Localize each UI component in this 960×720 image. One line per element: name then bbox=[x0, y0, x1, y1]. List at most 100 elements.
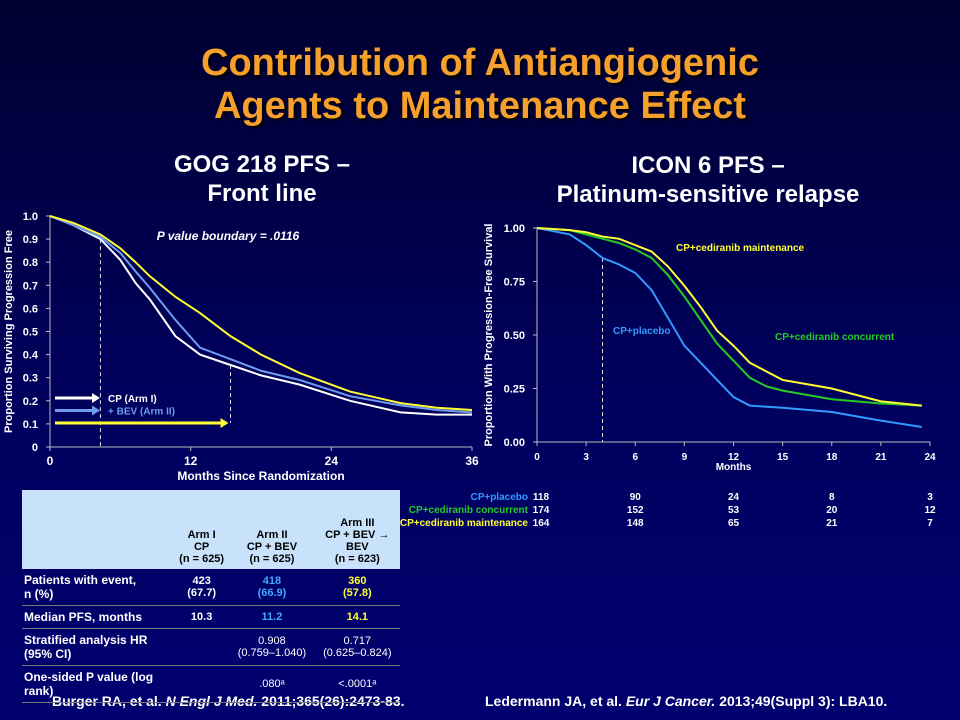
table-row: Stratified analysis HR (95% CI) 0.908 (0.… bbox=[22, 628, 400, 666]
y-tick-label: 0.7 bbox=[23, 280, 38, 292]
citation-part: 2013;49(Suppl 3): LBA10. bbox=[715, 693, 887, 709]
table-cell: 14.1 bbox=[314, 605, 400, 629]
y-tick-label: 0.1 bbox=[23, 419, 38, 431]
y-tick-label: 0.4 bbox=[23, 350, 39, 362]
header-line: (n = 623) bbox=[334, 553, 380, 565]
row-label: One-sided P value (log rank) bbox=[22, 665, 174, 703]
x-tick-label: 6 bbox=[632, 452, 638, 463]
at-risk-count: 12 bbox=[924, 505, 936, 516]
row-label: Patients with event, n (%) bbox=[22, 569, 174, 606]
row-label: Stratified analysis HR (95% CI) bbox=[22, 628, 174, 666]
slide-title: Contribution of Antiangiogenic bbox=[201, 42, 759, 84]
at-risk-name: CP+placebo bbox=[470, 492, 528, 503]
row-label: Median PFS, months bbox=[22, 605, 174, 629]
table-row: Median PFS, months 10.3 11.2 14.1 bbox=[22, 605, 400, 629]
x-tick-label: 9 bbox=[682, 452, 688, 463]
series-label: CP+cediranib concurrent bbox=[775, 332, 895, 343]
x-tick-label: 3 bbox=[583, 452, 589, 463]
chart-title: Front line bbox=[207, 180, 316, 207]
header-line: CP + BEV bbox=[246, 541, 298, 553]
table-cell: <.0001ᵃ bbox=[314, 665, 400, 703]
header-line: CP + BEV → bbox=[325, 529, 390, 541]
x-tick-label: 36 bbox=[465, 454, 479, 468]
km-curve bbox=[536, 227, 922, 407]
y-tick-label: 0.8 bbox=[23, 257, 38, 269]
chart-title: Platinum-sensitive relapse bbox=[557, 181, 860, 208]
x-tick-label: 24 bbox=[924, 452, 936, 463]
y-axis-label: Proportion Surviving Progression Free bbox=[3, 230, 15, 433]
header-line: (n = 625) bbox=[249, 553, 295, 565]
column-header: Arm I CP (n = 625) bbox=[174, 490, 230, 569]
km-curve bbox=[536, 227, 922, 429]
header-line: Arm II bbox=[256, 529, 288, 541]
y-axis-label: Proportion With Progression-Free Surviva… bbox=[483, 224, 495, 447]
series-label: CP+placebo bbox=[613, 326, 671, 337]
y-tick-label: 0.9 bbox=[23, 234, 38, 246]
y-tick-label: 0 bbox=[32, 442, 38, 454]
at-risk-count: 8 bbox=[829, 492, 835, 503]
table-cell: .080ᵃ bbox=[229, 665, 315, 703]
table-cell: 0.717 (0.625–0.824) bbox=[314, 628, 400, 666]
citation: Ledermann JA, et al. Eur J Cancer. 2013;… bbox=[485, 693, 887, 709]
y-tick-label: 1.0 bbox=[23, 211, 38, 223]
header-line: BEV bbox=[346, 541, 369, 553]
at-risk-count: 118 bbox=[533, 492, 550, 503]
y-tick-label: 0.3 bbox=[23, 373, 38, 385]
header-line: CP bbox=[193, 541, 210, 553]
at-risk-count: 174 bbox=[533, 505, 550, 516]
series-label: CP+cediranib maintenance bbox=[676, 243, 805, 254]
at-risk-count: 3 bbox=[927, 492, 933, 503]
table-cell: 11.2 bbox=[229, 605, 315, 629]
legend-arrowhead bbox=[92, 393, 100, 403]
y-tick-label: 0.5 bbox=[23, 327, 38, 339]
at-risk-count: 53 bbox=[728, 505, 740, 516]
table-cell: 0.908 (0.759–1.040) bbox=[229, 628, 315, 666]
legend-label: + BEV (Arm II) bbox=[108, 407, 175, 418]
x-tick-label: 15 bbox=[777, 452, 789, 463]
table-cell: 418 (66.9) bbox=[229, 569, 315, 606]
x-tick-label: 24 bbox=[325, 454, 339, 468]
legend-arrowhead bbox=[92, 405, 100, 416]
at-risk-count: 21 bbox=[826, 518, 838, 529]
table-row: One-sided P value (log rank) .080ᵃ <.0001ᵃ bbox=[22, 665, 400, 703]
at-risk-name: CP+cediranib maintenance bbox=[400, 518, 529, 529]
legend-arrowhead bbox=[220, 418, 229, 428]
table-cell: 360 (57.8) bbox=[314, 569, 400, 606]
at-risk-count: 20 bbox=[826, 505, 838, 516]
at-risk-count: 24 bbox=[728, 492, 740, 503]
table-cell: 10.3 bbox=[174, 605, 230, 629]
table-cell bbox=[174, 665, 230, 703]
table-cell bbox=[174, 628, 230, 666]
x-tick-label: 21 bbox=[875, 452, 887, 463]
at-risk-count: 164 bbox=[533, 518, 550, 529]
at-risk-count: 65 bbox=[728, 518, 740, 529]
y-tick-label: 0.6 bbox=[23, 303, 38, 315]
at-risk-count: 7 bbox=[927, 518, 933, 529]
at-risk-count: 148 bbox=[627, 518, 644, 529]
at-risk-count: 90 bbox=[630, 492, 642, 503]
y-tick-label: 0.25 bbox=[504, 384, 525, 396]
chart-title: ICON 6 PFS – bbox=[631, 152, 784, 179]
citation-part: Eur J Cancer. bbox=[626, 693, 716, 709]
chart-title: GOG 218 PFS – bbox=[174, 151, 350, 178]
header-line: Arm I bbox=[187, 529, 216, 541]
y-tick-label: 0.50 bbox=[504, 330, 525, 342]
column-header: Arm II CP + BEV (n = 625) bbox=[229, 490, 315, 569]
km-curve bbox=[49, 215, 472, 416]
column-header: Arm III CP + BEV → BEV (n = 623) bbox=[314, 490, 400, 569]
x-tick-label: 0 bbox=[47, 454, 54, 468]
table-row: Patients with event, n (%) 423 (67.7) 418 … bbox=[22, 569, 400, 606]
y-tick-label: 0.75 bbox=[504, 277, 525, 289]
annotation: P value boundary = .0116 bbox=[157, 229, 300, 243]
km-curve bbox=[49, 215, 473, 414]
header-line: Arm III bbox=[340, 517, 375, 529]
y-tick-label: 0.2 bbox=[23, 396, 38, 408]
x-tick-label: 18 bbox=[826, 452, 838, 463]
table-cell: 423 (67.7) bbox=[174, 569, 230, 606]
x-tick-label: 12 bbox=[184, 454, 198, 468]
km-curve bbox=[536, 227, 922, 407]
x-axis-label: Months bbox=[716, 462, 752, 473]
y-tick-label: 0.00 bbox=[504, 437, 525, 449]
results-table: Arm I CP (n = 625) Arm II CP + BEV (n = 625) A… bbox=[22, 490, 400, 703]
